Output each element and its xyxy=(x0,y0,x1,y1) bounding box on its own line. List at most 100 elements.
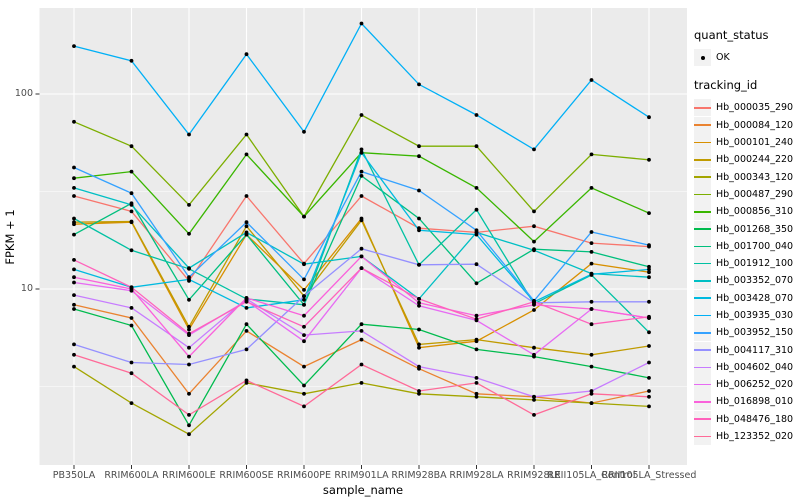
data-point xyxy=(72,267,76,272)
data-point xyxy=(474,337,479,342)
data-point xyxy=(187,345,191,350)
data-point xyxy=(589,364,594,369)
legend-key-box xyxy=(694,272,711,290)
data-point xyxy=(129,323,134,328)
legend-item-Hb_000856_310: Hb_000856_310 xyxy=(694,203,800,221)
data-point xyxy=(359,246,364,251)
data-point xyxy=(417,342,421,347)
data-point xyxy=(72,216,76,221)
legend-item-Hb_000101_240: Hb_000101_240 xyxy=(694,134,800,152)
data-point xyxy=(532,398,536,402)
data-point xyxy=(532,239,536,244)
data-point xyxy=(474,186,479,190)
legend-item-label: Hb_004602_040 xyxy=(716,361,794,373)
data-point xyxy=(302,294,306,298)
legend-item-Hb_003352_070: Hb_003352_070 xyxy=(694,272,800,290)
data-point xyxy=(359,194,364,198)
x-tick-label: PB350LA xyxy=(52,470,96,481)
legend-key-line-icon xyxy=(694,297,711,299)
legend-key-line-icon xyxy=(694,176,711,178)
legend-key-box xyxy=(694,99,711,117)
data-point xyxy=(72,302,76,307)
legend-item-Hb_000084_120: Hb_000084_120 xyxy=(694,116,800,134)
data-point xyxy=(647,275,651,280)
data-point xyxy=(532,302,536,307)
data-point xyxy=(129,219,134,224)
data-point xyxy=(474,262,479,267)
legend-item-Hb_001700_040: Hb_001700_040 xyxy=(694,237,800,255)
data-point xyxy=(302,391,306,396)
data-point xyxy=(589,352,594,357)
x-axis-title: sample_name xyxy=(322,483,404,497)
data-point xyxy=(647,211,651,216)
legend-item-Hb_004602_040: Hb_004602_040 xyxy=(694,358,800,376)
legend-item-label: Hb_001700_040 xyxy=(716,240,794,252)
data-point xyxy=(302,129,306,134)
data-point xyxy=(244,322,249,327)
data-point xyxy=(244,52,249,57)
data-point xyxy=(589,391,594,396)
data-point xyxy=(187,297,191,302)
data-point xyxy=(129,248,134,253)
legend-item-Hb_004117_310: Hb_004117_310 xyxy=(694,341,800,359)
legend-item-label: Hb_003428_070 xyxy=(716,292,794,304)
data-point xyxy=(359,150,364,155)
data-point xyxy=(532,224,536,229)
legend-item-label: Hb_000487_290 xyxy=(716,188,794,200)
data-point xyxy=(647,344,651,348)
data-point xyxy=(647,376,651,380)
legend-key-line-icon xyxy=(694,193,711,196)
legend-key-box xyxy=(694,116,711,134)
data-point xyxy=(417,300,421,305)
legend-item-label: Hb_006252_020 xyxy=(716,379,794,391)
data-point xyxy=(647,157,651,162)
data-point xyxy=(647,115,651,120)
data-point xyxy=(532,352,536,357)
data-point xyxy=(72,186,76,190)
legend-key-line-icon xyxy=(694,124,711,127)
data-point xyxy=(589,186,594,190)
legend-title-tracking-id: tracking_id xyxy=(694,78,758,93)
data-point xyxy=(72,176,76,181)
data-point xyxy=(417,345,421,350)
data-point xyxy=(589,401,594,405)
data-point xyxy=(359,174,364,178)
legend-item-Hb_003935_030: Hb_003935_030 xyxy=(694,307,800,324)
legend-item-Hb_000035_290: Hb_000035_290 xyxy=(694,99,800,117)
data-point xyxy=(129,371,134,376)
legend-item-label: Hb_048476_180 xyxy=(716,413,794,425)
y-axis-title: FPKM + 1 xyxy=(3,209,17,265)
ok-point-icon xyxy=(700,55,705,60)
legend-item-label: Hb_016898_010 xyxy=(716,396,794,408)
data-point xyxy=(302,339,306,344)
legend-item-ok: OK xyxy=(694,49,800,67)
data-point xyxy=(187,275,191,280)
data-point xyxy=(589,250,594,254)
data-point xyxy=(72,165,76,170)
legend-key-line-icon xyxy=(694,331,711,334)
legend-item-Hb_003952_150: Hb_003952_150 xyxy=(694,324,800,342)
data-point xyxy=(359,329,364,333)
data-point xyxy=(187,331,191,336)
data-point xyxy=(359,169,364,174)
legend-key-line-icon xyxy=(694,228,711,230)
data-point xyxy=(589,230,594,234)
data-point xyxy=(187,231,191,236)
legend-key-box xyxy=(694,358,711,376)
legend-key-line-icon xyxy=(694,245,711,248)
legend-item-label: Hb_000856_310 xyxy=(716,206,794,218)
data-point xyxy=(72,307,76,311)
data-point xyxy=(474,113,479,117)
panel-background xyxy=(39,8,687,465)
data-point xyxy=(187,203,191,207)
legend-item-label: Hb_003952_150 xyxy=(716,327,794,339)
data-point xyxy=(187,354,191,359)
data-point xyxy=(187,327,191,332)
legend-item-label: Hb_004117_310 xyxy=(716,344,794,356)
data-point xyxy=(474,376,479,380)
legend-key-box xyxy=(694,134,711,152)
legend: quant_status OK tracking_id Hb_000035_29… xyxy=(694,28,800,446)
data-point xyxy=(187,266,191,270)
data-point xyxy=(589,389,594,393)
